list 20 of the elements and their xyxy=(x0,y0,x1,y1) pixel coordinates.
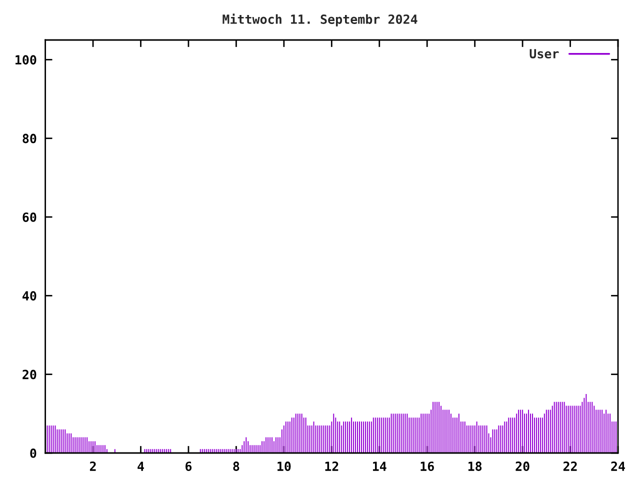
y-tick-label: 60 xyxy=(22,212,36,222)
x-tick-label: 4 xyxy=(138,462,144,471)
x-tick-label: 14 xyxy=(373,462,386,471)
x-tick-label: 22 xyxy=(563,462,577,471)
x-tick-label: 8 xyxy=(233,462,240,472)
x-tick-label: 10 xyxy=(278,462,291,472)
y-tick-label: 20 xyxy=(22,370,36,380)
y-tick-label: 40 xyxy=(22,291,36,301)
y-tick-label: 0 xyxy=(30,448,36,458)
x-tick-label: 18 xyxy=(468,462,482,472)
x-tick-label: 6 xyxy=(186,462,192,472)
y-tick-label: 80 xyxy=(22,134,36,144)
x-tick-label: 16 xyxy=(420,462,434,472)
legend-label: User xyxy=(530,49,559,58)
x-tick-label: 12 xyxy=(325,462,338,471)
x-tick-label: 20 xyxy=(516,462,530,472)
x-tick-label: 24 xyxy=(611,462,625,471)
y-tick-label: 100 xyxy=(16,55,36,65)
chart-title: Mittwoch 11. Septembr 2024 xyxy=(222,14,418,26)
x-tick-label: 2 xyxy=(90,462,96,471)
